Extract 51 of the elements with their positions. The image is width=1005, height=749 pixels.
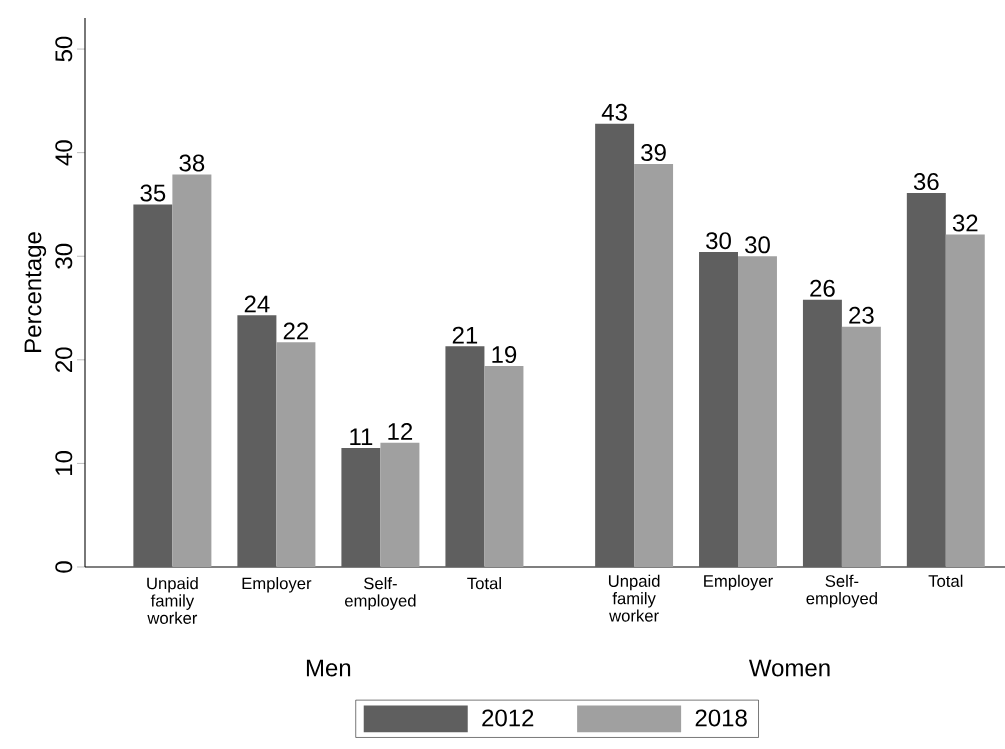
data-label: 32: [952, 214, 978, 232]
data-label: 26: [810, 279, 835, 297]
x-tick-label: Unpaid family worker: [147, 577, 198, 624]
y-tick-label: 0: [55, 561, 73, 573]
data-label: 30: [706, 232, 731, 250]
data-label: 23: [849, 306, 874, 324]
data-label: 22: [283, 322, 309, 340]
bar: [445, 346, 485, 567]
legend-label: 2018: [695, 709, 747, 727]
data-label: 11: [350, 428, 373, 445]
bar: [380, 442, 420, 567]
bar: [484, 366, 524, 567]
legend-label: 2012: [482, 709, 534, 727]
bar: [133, 204, 173, 567]
data-label: 36: [913, 173, 939, 191]
x-axis-title: Women: [748, 659, 830, 677]
bar: [802, 299, 842, 567]
data-label: 12: [388, 422, 413, 440]
y-tick-label: 40: [55, 140, 73, 166]
data-label: 43: [601, 103, 627, 121]
bar: [906, 193, 946, 567]
x-tick-label: Total: [928, 574, 963, 587]
data-label: 24: [244, 295, 270, 313]
x-tick-label: Self-employed: [806, 574, 877, 608]
x-tick-label: Total: [467, 577, 501, 590]
bar: [699, 252, 738, 567]
bar: [341, 447, 381, 567]
bar: [634, 164, 674, 567]
data-label: 30: [745, 236, 770, 254]
data-label: 21: [452, 326, 478, 344]
y-tick-label: 30: [55, 243, 73, 269]
data-label: 35: [140, 184, 166, 202]
bar: [738, 256, 777, 567]
data-label: 19: [492, 346, 517, 364]
y-tick-label: 50: [55, 36, 73, 62]
x-axis-title: Men: [306, 659, 351, 677]
x-tick-label: Employer: [704, 574, 773, 591]
x-tick-label: Unpaid family worker: [608, 574, 660, 622]
bar: [237, 315, 277, 567]
bar: [276, 342, 316, 567]
x-tick-label: Employer: [242, 577, 312, 593]
x-tick-label: Self-employed: [344, 577, 416, 610]
bar: [945, 234, 985, 567]
data-label: 39: [641, 144, 666, 162]
data-label: 38: [179, 154, 205, 172]
y-axis-title: Percentage: [24, 232, 47, 352]
y-tick-label: 20: [55, 347, 73, 372]
y-tick-label: 10: [55, 451, 73, 475]
bar: [172, 174, 212, 567]
bar: [841, 326, 881, 567]
bar: [595, 123, 635, 567]
